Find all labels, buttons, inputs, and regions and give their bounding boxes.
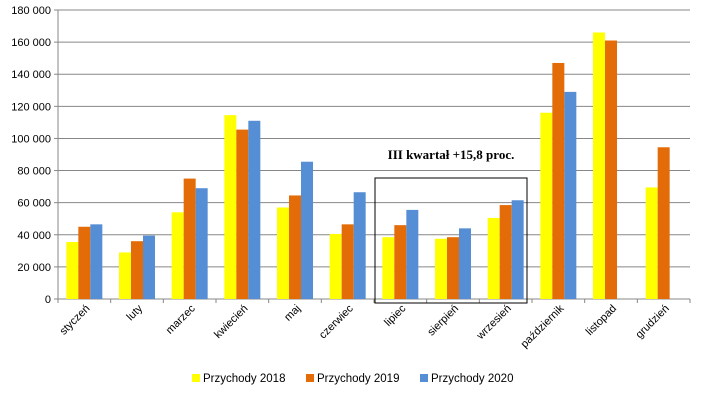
bar [195,188,208,299]
bar [143,235,155,299]
gridlines [54,9,690,300]
bar [406,209,419,299]
bar [499,205,512,299]
bar [289,195,301,299]
bar [341,224,354,299]
bar [459,228,471,299]
bar [301,161,313,299]
bar [552,62,565,299]
y-tick-label: 160 000 [11,37,51,49]
bar [511,200,524,299]
bar [382,237,395,299]
y-tick-label: 40 000 [17,230,51,242]
bar [183,178,196,299]
y-tick-label: 0 [45,294,51,306]
bar [90,224,103,299]
bar [236,129,249,299]
bars [66,32,670,300]
bar [171,212,184,299]
bar [593,32,605,299]
y-tick-label: 80 000 [17,166,51,178]
bar [645,187,658,299]
bar [329,233,342,299]
bar [78,226,91,299]
bar [224,115,237,300]
y-axis-tick-labels: 0 20 000 40 000 60 000 80 000 100 000 120 000 1… [11,5,51,306]
y-tick-label: 120 000 [11,101,51,113]
bar [119,252,131,299]
y-tick-label: 20 000 [17,262,51,274]
bar [66,242,79,299]
bar [487,217,500,299]
bar [447,237,459,299]
bar [131,241,143,299]
y-tick-label: 60 000 [17,198,51,210]
annotation-text: III kwartał +15,8 proc. [388,147,515,162]
legend: Przychody 2018 Przychody 2019 Przychody 20… [192,373,513,385]
legend-swatch [420,374,428,382]
bar [564,91,577,299]
legend-label: Przychody 2019 [317,373,399,385]
quarter-annotation: III kwartał +15,8 proc. [374,147,528,304]
bar [394,225,407,299]
y-tick-label: 180 000 [11,5,51,17]
legend-label: Przychody 2020 [431,373,513,385]
y-tick-label: 100 000 [11,133,51,145]
bar [435,238,447,299]
legend-swatch [192,374,200,382]
y-tick-label: 140 000 [11,69,51,81]
axes [57,10,691,303]
annotation-box [374,177,528,304]
bar [605,40,617,299]
bar [353,192,366,299]
bar [277,207,289,299]
legend-label: Przychody 2018 [203,373,285,385]
bar [540,112,553,299]
bar [248,120,261,300]
legend-swatch [306,374,314,382]
bar [657,147,670,299]
